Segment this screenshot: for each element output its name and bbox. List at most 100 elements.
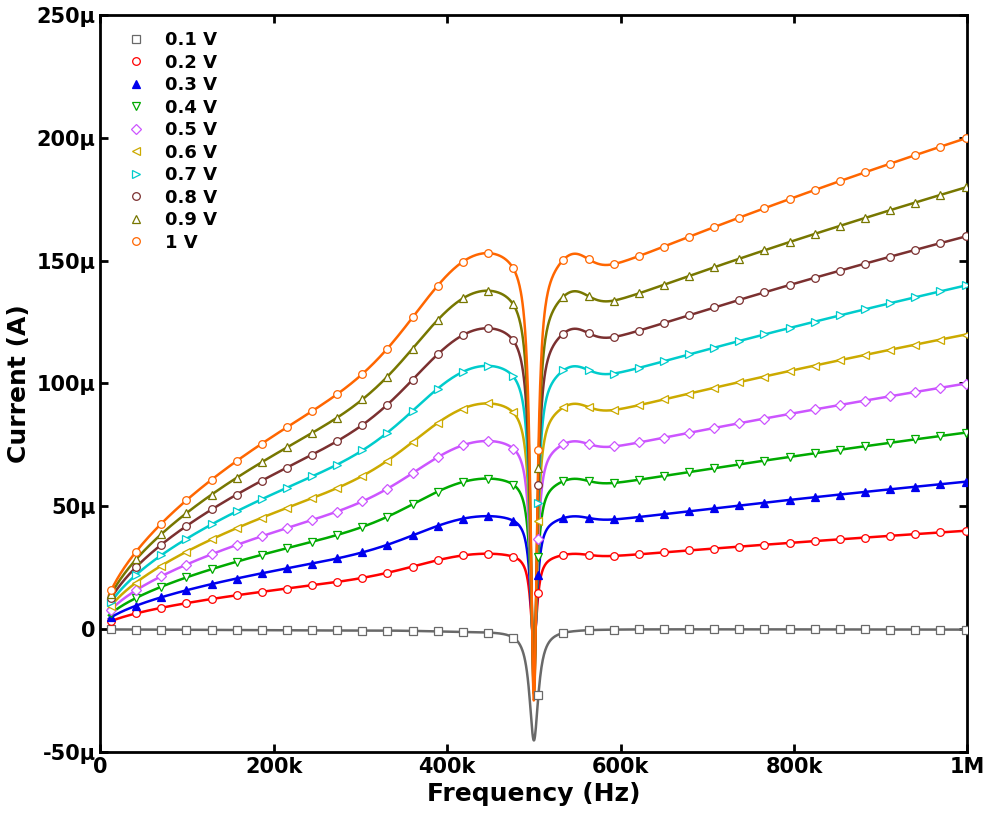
1 V	[608, 259, 620, 269]
0.3 V	[909, 482, 921, 492]
0.3 V	[784, 495, 796, 505]
0.7 V	[533, 498, 545, 508]
0.2 V	[960, 526, 972, 536]
0.5 V	[934, 383, 946, 393]
0.9 V	[457, 293, 469, 303]
0.7 V	[683, 350, 695, 359]
0.9 V	[407, 344, 419, 354]
1 V	[633, 251, 645, 261]
0.4 V	[960, 428, 972, 437]
0.9 V	[733, 254, 745, 263]
0.9 V	[507, 299, 519, 309]
0.4 V	[934, 431, 946, 441]
0.7 V	[708, 343, 720, 353]
0.5 V	[533, 534, 545, 544]
0.3 V	[130, 601, 142, 611]
0.8 V	[884, 252, 896, 262]
0.1 V	[181, 625, 192, 635]
0.3 V	[708, 503, 720, 513]
0.9 V	[834, 221, 846, 231]
1 V	[960, 133, 972, 143]
0.7 V	[105, 597, 117, 606]
0.8 V	[457, 330, 469, 340]
0.6 V	[230, 524, 242, 533]
0.1 V	[558, 628, 569, 638]
0.1 V	[859, 624, 871, 634]
0.3 V	[507, 515, 519, 525]
0.8 V	[608, 333, 620, 342]
0.7 V	[205, 520, 217, 529]
0.6 V	[482, 398, 494, 408]
0.2 V	[381, 568, 393, 578]
0.3 V	[934, 480, 946, 489]
1 V	[482, 248, 494, 258]
0.3 V	[582, 513, 594, 523]
0.3 V	[432, 521, 443, 531]
0.4 V	[658, 471, 670, 480]
1 V	[281, 423, 293, 433]
0.1 V	[884, 624, 896, 634]
1 V	[784, 194, 796, 204]
0.6 V	[457, 404, 469, 414]
0.2 V	[909, 529, 921, 539]
0.2 V	[859, 533, 871, 542]
0.2 V	[181, 598, 192, 608]
0.1 V	[356, 626, 368, 636]
0.6 V	[884, 345, 896, 354]
0.1 V	[733, 624, 745, 634]
0.5 V	[633, 437, 645, 447]
Line: 0.4 V: 0.4 V	[107, 428, 969, 617]
0.9 V	[859, 213, 871, 223]
0.1 V	[432, 627, 443, 637]
1 V	[733, 213, 745, 223]
0.1 V	[307, 625, 318, 635]
0.5 V	[230, 540, 242, 550]
0.4 V	[884, 438, 896, 448]
0.8 V	[230, 489, 242, 499]
1 V	[432, 281, 443, 291]
0.7 V	[633, 363, 645, 373]
0.2 V	[784, 538, 796, 548]
0.7 V	[784, 323, 796, 333]
0.8 V	[633, 326, 645, 336]
1 V	[834, 176, 846, 186]
0.3 V	[533, 570, 545, 580]
0.3 V	[608, 515, 620, 524]
0.2 V	[356, 573, 368, 583]
0.2 V	[934, 528, 946, 537]
0.3 V	[407, 531, 419, 541]
0.5 V	[558, 439, 569, 449]
0.7 V	[608, 368, 620, 378]
0.6 V	[582, 402, 594, 412]
0.1 V	[156, 624, 168, 634]
0.6 V	[205, 534, 217, 544]
0.6 V	[156, 561, 168, 571]
1 V	[884, 159, 896, 168]
0.4 V	[307, 537, 318, 546]
Line: 0.8 V: 0.8 V	[107, 233, 969, 602]
Line: 0.5 V: 0.5 V	[107, 380, 969, 613]
0.8 V	[533, 480, 545, 490]
0.9 V	[281, 442, 293, 452]
0.1 V	[909, 624, 921, 634]
0.8 V	[407, 375, 419, 385]
0.1 V	[834, 624, 846, 634]
0.4 V	[733, 459, 745, 469]
Y-axis label: Current (A): Current (A)	[7, 304, 31, 463]
0.6 V	[256, 513, 268, 523]
1 V	[533, 445, 545, 454]
0.4 V	[808, 449, 820, 459]
0.6 V	[834, 355, 846, 365]
0.8 V	[934, 238, 946, 248]
0.7 V	[407, 406, 419, 415]
0.5 V	[658, 433, 670, 442]
0.9 V	[381, 372, 393, 381]
0.2 V	[156, 603, 168, 613]
0.7 V	[934, 286, 946, 296]
0.3 V	[105, 612, 117, 622]
0.5 V	[130, 585, 142, 595]
0.5 V	[834, 400, 846, 410]
0.5 V	[708, 423, 720, 433]
0.9 V	[230, 473, 242, 483]
0.4 V	[381, 512, 393, 522]
